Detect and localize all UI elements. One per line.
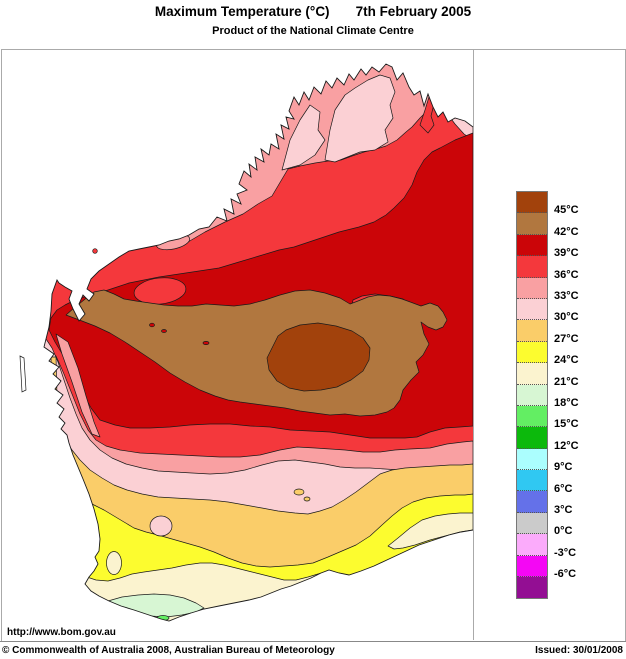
issued-date-text: Issued: 30/01/2008 [535, 645, 623, 656]
legend-swatch [517, 234, 547, 257]
legend-label: 0°C [554, 525, 573, 538]
legend-swatch [517, 213, 547, 235]
legend-swatch [517, 298, 547, 321]
legend-swatch [517, 405, 547, 428]
legend-label: 45°C [554, 204, 579, 217]
region-42-45-belt [65, 289, 448, 417]
legend-swatch [517, 384, 547, 406]
legend-swatch [517, 192, 547, 214]
legend-label: 12°C [554, 439, 579, 452]
legend-swatch [517, 363, 547, 385]
region-36-39-cambridge-gulf [419, 96, 435, 134]
legend-label: 18°C [554, 397, 579, 409]
lake-speck [202, 341, 210, 345]
wa-coastline [43, 63, 474, 622]
footer-divider [0, 641, 626, 642]
legend-label: 42°C [554, 225, 579, 238]
legend-label: 39°C [554, 247, 579, 260]
legend-swatch [517, 448, 547, 471]
map-legend-divider [473, 49, 474, 640]
legend-swatch [517, 277, 547, 299]
region-21-24-island-in-24-27 [106, 551, 122, 575]
copyright-text: © Commonwealth of Australia 2008, Austra… [2, 645, 335, 656]
region-30-33-island-in-27-30 [149, 515, 173, 537]
legend-label: 24°C [554, 354, 579, 367]
legend-swatch [517, 320, 547, 342]
region-27-30-edel-land [44, 369, 47, 409]
region-45plus-core [266, 322, 371, 392]
legend-swatch [517, 470, 547, 492]
page-title: Maximum Temperature (°C) [154, 4, 330, 19]
legend-label: 21°C [554, 375, 579, 388]
legend-label: 27°C [554, 332, 579, 345]
legend-swatch [517, 577, 547, 599]
legend-swatch [517, 512, 547, 535]
region-36-39-island-west [133, 277, 187, 305]
legend-label: 9°C [554, 461, 573, 474]
page-date: 7th February 2005 [355, 4, 472, 19]
dirk-hartog-island [19, 355, 27, 393]
legend-label: -6°C [554, 568, 577, 581]
page-subtitle: Product of the National Climate Centre [212, 25, 414, 37]
legend-label: 30°C [554, 311, 579, 324]
barrow-island [92, 248, 98, 254]
legend-swatch [517, 427, 547, 449]
legend-label: -3°C [554, 546, 577, 559]
region-27-30-speck [293, 488, 305, 496]
legend-label: 6°C [554, 482, 573, 495]
legend-label: 3°C [554, 504, 573, 516]
title-row: Maximum Temperature (°C) 7th February 20… [0, 4, 626, 19]
legend-swatch [517, 491, 547, 513]
bom-url-text: http://www.bom.gov.au [7, 627, 116, 638]
legend-swatch [517, 555, 547, 578]
region-30-33-north-kimberley [324, 74, 396, 163]
legend-swatches [516, 191, 548, 600]
legend-swatch [517, 534, 547, 556]
lake-speck [161, 329, 167, 333]
lake-speck [149, 322, 155, 328]
legend-swatch [517, 256, 547, 278]
legend-label: 36°C [554, 268, 579, 281]
legend-label: 33°C [554, 290, 579, 302]
legend-swatch [517, 341, 547, 364]
legend-label: 15°C [554, 418, 579, 431]
region-27-30-speck [303, 496, 311, 502]
region-33-36-sharkbay-sliver [55, 333, 101, 438]
region-21-24-bight-coast [387, 512, 473, 550]
region-30-33-dampier-peninsula [281, 104, 326, 171]
